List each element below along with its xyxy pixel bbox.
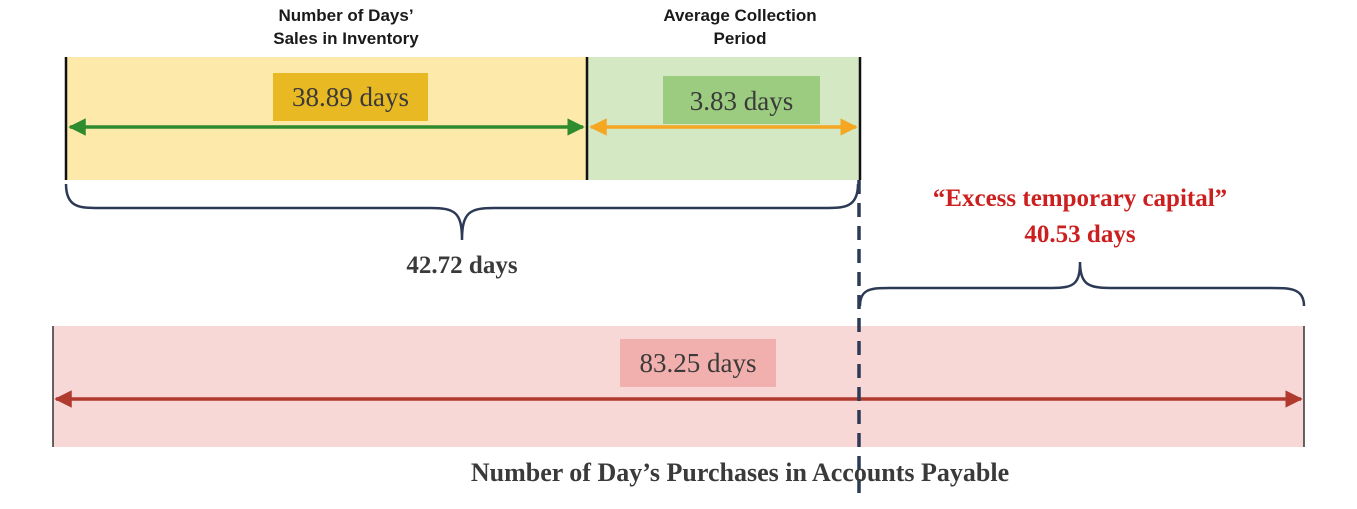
payables-days-label: 83.25 days	[620, 339, 776, 387]
operating-cycle-label: 42.72 days	[406, 252, 518, 279]
excess-capital-title: “Excess temporary capital”	[932, 185, 1228, 212]
payables-footer-title: Number of Day’s Purchases in Accounts Pa…	[470, 458, 1010, 487]
inventory-header-line1: Number of Days’	[278, 6, 414, 25]
inventory-header: Number of Days’ Sales in Inventory	[236, 4, 456, 50]
excess-capital-brace	[858, 261, 1306, 307]
operating-cycle-brace	[64, 183, 860, 241]
collection-header-line2: Period	[713, 29, 767, 48]
collection-days-label: 3.83 days	[663, 76, 820, 124]
collection-header: Average Collection Period	[630, 4, 850, 50]
inventory-header-line2: Sales in Inventory	[273, 29, 419, 48]
inventory-days-label: 38.89 days	[273, 73, 428, 121]
excess-capital-days: 40.53 days	[1024, 221, 1136, 248]
collection-header-line1: Average Collection	[663, 6, 817, 25]
